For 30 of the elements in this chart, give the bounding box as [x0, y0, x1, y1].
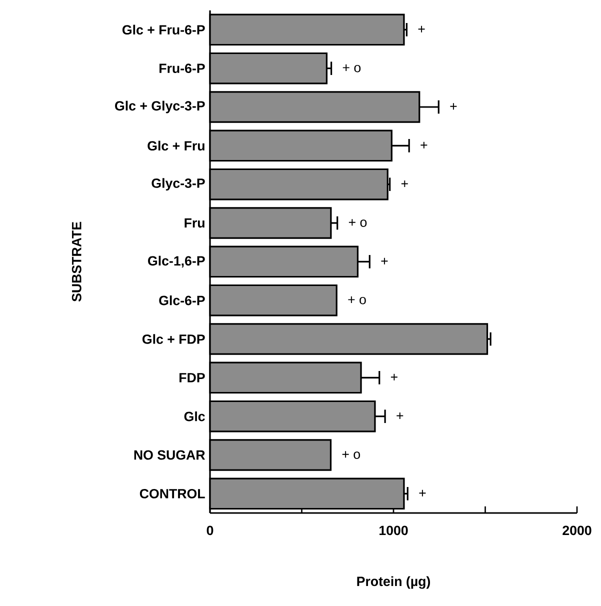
y-tick-label: Glc-1,6-P — [148, 256, 205, 268]
data-label: + — [401, 180, 408, 188]
data-label: + — [419, 490, 426, 496]
y-tick-label: FDP — [180, 373, 205, 382]
y-tick-label: Glc + Fru-6-P — [122, 24, 205, 35]
x-tick-label: 2000 — [562, 526, 592, 536]
y-tick-label: Glyc-3-P — [152, 178, 205, 191]
y-tick-label: Glc-6-P — [159, 295, 205, 306]
data-label: + — [390, 374, 398, 380]
data-label: + o — [342, 64, 361, 72]
data-label: + — [418, 26, 425, 32]
data-label: + — [396, 412, 404, 420]
x-tick-label: 0 — [206, 526, 214, 536]
y-tick-label: Glc + Fru — [148, 140, 204, 151]
y-tick-label: Glc — [184, 411, 205, 422]
y-tick-label: NO SUGAR — [134, 450, 206, 460]
x-axis-title: Protein (µg) — [357, 576, 430, 589]
data-label: + o — [348, 296, 366, 304]
y-tick-label: Fru-6-P — [160, 64, 205, 74]
data-label: + — [381, 258, 388, 264]
y-tick-label: CONTROL — [140, 488, 205, 498]
x-tick-label: 1000 — [380, 526, 408, 536]
y-tick-label: Glc + Glyc-3-P — [115, 100, 205, 114]
data-label: + o — [342, 451, 360, 459]
data-label: + — [450, 103, 457, 110]
data-label: + o — [348, 219, 367, 227]
y-tick-label: Fru — [184, 218, 204, 228]
data-label: + — [420, 142, 428, 148]
y-tick-label: Glc + FDP — [142, 334, 205, 344]
y-axis-title: SUBSTRATE — [72, 222, 82, 302]
